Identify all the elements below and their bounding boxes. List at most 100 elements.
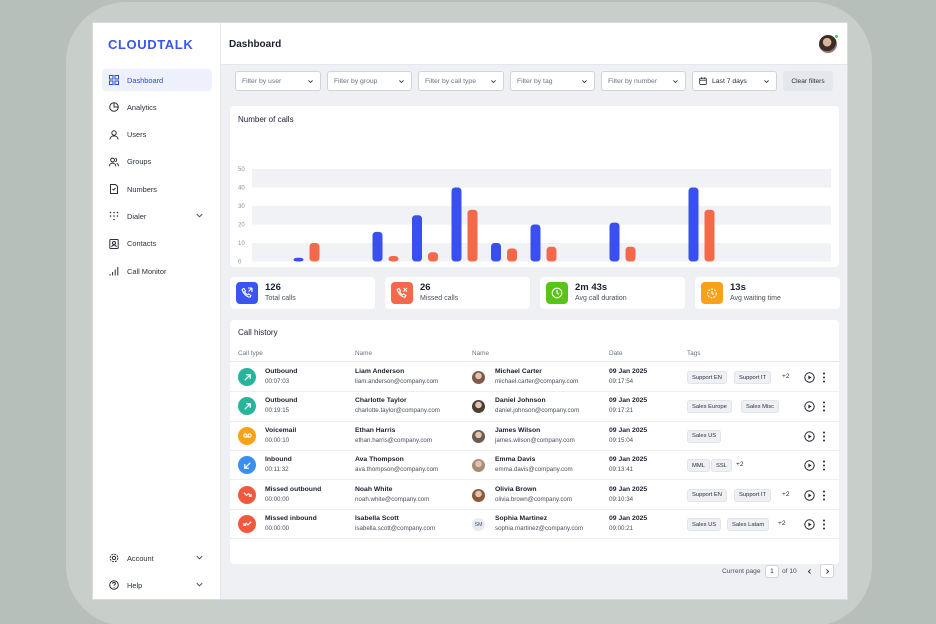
bar-12:30-series-0[interactable] — [688, 187, 699, 262]
gear-icon — [109, 553, 119, 563]
call-date: 09 Jan 2025 — [609, 426, 648, 434]
agent-name[interactable]: Emma Davis — [495, 456, 536, 464]
more-options-icon[interactable] — [822, 490, 826, 501]
more-options-icon[interactable] — [822, 401, 826, 412]
tag-badge[interactable]: Sales US — [687, 518, 722, 531]
contact-name[interactable]: Isabella Scott — [355, 515, 399, 522]
page-number-input[interactable]: 1 — [765, 565, 779, 578]
table-row[interactable]: Outbound 00:07:03 Liam Anderson liam.anders… — [230, 363, 839, 393]
chevron-down-icon[interactable] — [195, 211, 204, 220]
agent-name[interactable]: Daniel Johnson — [495, 397, 546, 405]
call-type: Inbound — [265, 456, 292, 464]
chevron-right-icon — [825, 568, 829, 574]
date-range-select[interactable]: Last 7 days — [692, 71, 777, 91]
column-header: Tags — [687, 350, 701, 357]
stat-label: Avg waiting time — [730, 295, 781, 302]
bar-10:00-series-1[interactable] — [507, 248, 517, 262]
sidebar-item-dashboard[interactable]: Dashboard — [102, 69, 212, 91]
tag-badge[interactable]: Support IT — [734, 371, 772, 384]
agent-email: sophia.martinez@company.com — [495, 525, 584, 532]
filter-call-type-select[interactable]: Filter by call type — [418, 71, 504, 91]
phone-missed-icon — [391, 282, 413, 304]
play-recording-icon[interactable] — [804, 401, 815, 413]
bar-11:30-series-0[interactable] — [609, 222, 620, 262]
bar-7:30-series-1[interactable] — [309, 243, 320, 262]
bar-7:30-series-0[interactable] — [293, 257, 304, 262]
tag-badge[interactable]: Support IT — [734, 488, 772, 502]
chart-title: Number of calls — [238, 115, 294, 124]
tag-badge[interactable]: MML — [687, 459, 710, 473]
contact-name[interactable]: Ava Thompson — [355, 456, 404, 464]
filter-number-select[interactable]: Filter by number — [601, 71, 686, 91]
chevron-down-icon[interactable] — [195, 553, 204, 562]
bar-12:30-series-1[interactable] — [704, 209, 715, 262]
filter-user-select[interactable]: Filter by user — [235, 71, 321, 91]
more-options-icon[interactable] — [822, 431, 826, 442]
table-row[interactable]: Outbound 00:19:15 Charlotte Taylor charlott… — [230, 392, 839, 422]
sidebar-item-contacts[interactable]: Contacts — [102, 233, 212, 255]
table-row[interactable]: Missed outbound 00:00:00 Noah White noah.wh… — [230, 481, 839, 510]
bar-10:30-series-0[interactable] — [530, 224, 541, 262]
next-page-button[interactable] — [820, 564, 834, 578]
contact-name[interactable]: Charlotte Taylor — [355, 397, 407, 405]
agent-name[interactable]: Olivia Brown — [495, 485, 537, 493]
table-row[interactable]: Voicemail 00:00:10 Ethan Harris ethan.harri… — [230, 422, 839, 452]
sidebar-item-users[interactable]: Users — [102, 124, 212, 146]
tag-badge[interactable]: Support EN — [687, 488, 727, 502]
chevron-down-icon[interactable] — [195, 580, 204, 589]
bar-8:30-series-1[interactable] — [388, 255, 399, 262]
clear-filters-button[interactable]: Clear filters — [783, 71, 833, 91]
agent-name[interactable]: James Wilson — [495, 426, 541, 434]
filter-tag-select[interactable]: Filter by tag — [510, 71, 595, 91]
more-tags-count[interactable]: +2 — [782, 490, 790, 498]
call-type: Missed outbound — [265, 485, 322, 493]
tag-badge[interactable]: Sales Latam — [727, 518, 770, 531]
play-recording-icon[interactable] — [804, 431, 815, 442]
sidebar-item-account[interactable]: Account — [102, 547, 212, 569]
sidebar-item-groups[interactable]: Groups — [102, 151, 212, 173]
tag-badge[interactable]: SSL — [711, 459, 732, 473]
agent-name[interactable]: Sophia Martinez — [495, 515, 548, 522]
filter-label: Filter by user — [242, 77, 282, 85]
sidebar-nav: Dashboard Analytics Users Groups Numbers… — [102, 69, 212, 287]
play-recording-icon[interactable] — [804, 519, 815, 530]
play-recording-icon[interactable] — [804, 372, 815, 383]
bar-9:00-series-0[interactable] — [412, 215, 422, 262]
agent-name[interactable]: Michael Carter — [495, 368, 542, 375]
more-tags-count[interactable]: +2 — [778, 520, 786, 527]
more-options-icon[interactable] — [822, 460, 826, 471]
filter-group-select[interactable]: Filter by group — [327, 71, 412, 91]
user-avatar[interactable] — [819, 35, 837, 53]
more-tags-count[interactable]: +2 — [782, 373, 790, 380]
tag-badge[interactable]: Sales Misc — [741, 400, 780, 414]
more-options-icon[interactable] — [822, 519, 826, 530]
bar-9:30-series-1[interactable] — [467, 209, 478, 262]
tag-badge[interactable]: Sales US — [687, 429, 722, 443]
prev-page-button[interactable] — [802, 564, 816, 578]
tag-badge[interactable]: Support EN — [687, 371, 727, 384]
contact-name[interactable]: Liam Anderson — [355, 368, 405, 375]
more-options-icon[interactable] — [822, 372, 826, 383]
contact-name[interactable]: Noah White — [355, 485, 393, 493]
agent-email: emma.davis@company.com — [495, 466, 573, 474]
bar-9:00-series-1[interactable] — [428, 252, 438, 262]
sidebar-item-dialer[interactable]: Dialer — [102, 205, 212, 227]
more-tags-count[interactable]: +2 — [736, 461, 744, 469]
play-recording-icon[interactable] — [804, 460, 815, 471]
call-type: Voicemail — [265, 426, 297, 434]
table-row[interactable]: Inbound 00:11:32 Ava Thompson ava.thompson@… — [230, 451, 839, 481]
bar-9:30-series-0[interactable] — [451, 187, 462, 262]
bar-10:30-series-1[interactable] — [546, 246, 557, 262]
bar-11:30-series-1[interactable] — [625, 246, 636, 262]
play-recording-icon[interactable] — [804, 489, 815, 501]
contact-name[interactable]: Ethan Harris — [355, 426, 396, 434]
table-row[interactable]: Missed inbound 00:00:00 Isabella Scott isab… — [230, 510, 839, 540]
sidebar-item-call-monitor[interactable]: Call Monitor — [102, 260, 212, 282]
sidebar-item-numbers[interactable]: Numbers — [102, 178, 212, 200]
sidebar-item-help[interactable]: Help — [102, 574, 212, 596]
bar-10:00-series-0[interactable] — [491, 243, 501, 262]
y-tick-label: 30 — [238, 204, 245, 210]
bar-8:30-series-0[interactable] — [372, 231, 383, 262]
tag-badge[interactable]: Sales Europe — [687, 400, 732, 414]
sidebar-item-analytics[interactable]: Analytics — [102, 96, 212, 118]
